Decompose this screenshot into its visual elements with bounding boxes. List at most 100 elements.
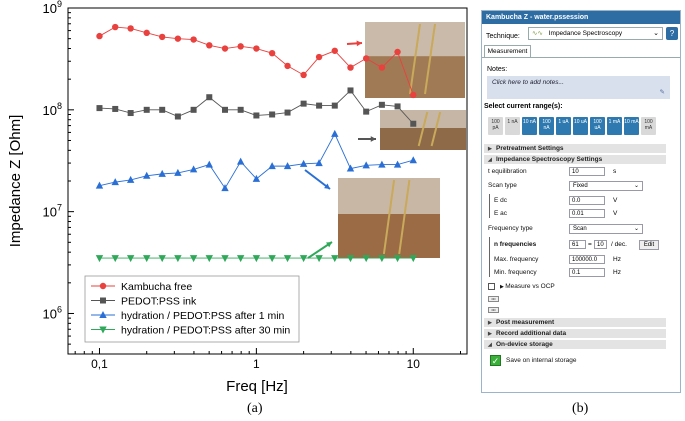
frequency-type-dropdown[interactable]: Scan ⌄ — [569, 224, 643, 234]
data-point — [284, 109, 291, 116]
save-internal-label: Save on internal storage — [506, 357, 577, 364]
more-options-button-2[interactable]: ••• — [488, 307, 499, 313]
current-range-button[interactable]: 10 uA — [573, 117, 588, 135]
section-label: On-device storage — [496, 341, 553, 348]
data-point — [378, 255, 386, 263]
n-frequencies-input[interactable]: 61 — [569, 240, 586, 249]
data-point — [331, 102, 338, 109]
chevron-down-icon: ⌄ — [653, 30, 659, 37]
data-point — [112, 23, 119, 31]
section-impedance[interactable]: ◢ Impedance Spectroscopy Settings — [484, 155, 666, 164]
current-range-button[interactable]: 100 pA — [488, 117, 503, 135]
legend-box — [84, 275, 300, 343]
data-point — [189, 165, 198, 173]
data-point — [222, 106, 229, 113]
legend-marker — [99, 311, 107, 318]
max-frequency-input[interactable]: 100000.0 — [569, 255, 605, 264]
section-label: Record additional data — [496, 330, 567, 337]
pointer-arrow — [304, 169, 331, 190]
data-point — [409, 255, 417, 263]
sample-photo — [338, 178, 440, 258]
data-point — [206, 94, 213, 101]
frequency-type-value: Scan — [573, 226, 587, 232]
data-point — [363, 108, 370, 115]
edc-input[interactable]: 0.0 — [569, 196, 605, 205]
scan-type-label: Scan type — [488, 182, 517, 189]
data-point — [315, 53, 323, 61]
current-range-button[interactable]: 1 mA — [607, 117, 622, 135]
series-0 — [96, 23, 417, 99]
data-point — [95, 255, 104, 263]
legend-label: hydration / PEDOT:PSS after 30 min — [121, 325, 290, 337]
caption-right: (b) — [572, 401, 589, 416]
eac-input[interactable]: 0.01 — [569, 209, 605, 218]
section-label: Impedance Spectroscopy Settings — [496, 156, 603, 163]
data-point — [174, 255, 182, 263]
frequency-type-label: Frequency type — [488, 225, 533, 232]
current-range-button[interactable]: 1 nA — [505, 117, 520, 135]
section-post-measurement[interactable]: ▶ Post measurement — [484, 318, 666, 327]
pencil-icon: ✎ — [659, 89, 665, 96]
current-range-button[interactable]: 1 uA — [556, 117, 571, 135]
data-point — [299, 159, 308, 167]
data-point — [331, 129, 339, 137]
expand-arrow-icon: ▶ — [500, 284, 506, 290]
data-point — [158, 169, 166, 177]
min-frequency-input[interactable]: 0.1 — [569, 268, 605, 277]
data-point — [315, 255, 323, 263]
pointer-arrow — [358, 136, 376, 142]
data-point — [362, 55, 370, 62]
max-frequency-label: Max. frequency — [494, 256, 539, 263]
current-range-button[interactable]: 10 mA — [624, 117, 639, 135]
help-button[interactable]: ? — [666, 27, 678, 40]
edit-button[interactable]: Edit — [639, 240, 659, 250]
per-decade-input[interactable]: 10 — [594, 240, 607, 249]
psession-window: Kambucha Z - water.pssession Technique: … — [481, 10, 681, 393]
data-point — [126, 255, 135, 263]
current-range-button[interactable]: 100 mA — [641, 117, 656, 135]
collapse-arrow-icon: ◢ — [488, 342, 492, 348]
e-bracket — [489, 194, 490, 218]
data-point — [221, 255, 229, 263]
current-range-button[interactable]: 100 nA — [539, 117, 554, 135]
data-point — [159, 106, 166, 113]
technique-value: Impedance Spectroscopy — [548, 30, 623, 37]
max-frequency-unit: Hz — [613, 256, 621, 263]
technique-dropdown[interactable]: ∿∿ Impedance Spectroscopy ⌄ — [528, 27, 663, 40]
legend-marker — [99, 282, 107, 290]
data-point — [237, 106, 244, 113]
current-range-button[interactable]: 10 nA — [522, 117, 537, 135]
chevron-down-icon: ⌄ — [633, 183, 639, 189]
data-point — [252, 174, 261, 182]
data-point — [331, 47, 338, 54]
data-point — [158, 33, 166, 41]
current-range-buttons: 100 pA 1 nA 10 nA 100 nA 1 uA 10 uA 100 uA 1 mA… — [488, 117, 656, 135]
data-point — [236, 157, 245, 165]
scan-type-dropdown[interactable]: Fixed ⌄ — [569, 181, 643, 191]
y-tick-label: 108 — [43, 101, 62, 118]
data-point — [126, 175, 135, 183]
more-options-button[interactable]: ••• — [488, 296, 499, 302]
section-record-data[interactable]: ▶ Record additional data — [484, 329, 666, 338]
data-point — [112, 105, 119, 112]
measure-vs-ocp-checkbox[interactable] — [488, 283, 495, 290]
data-point — [143, 29, 150, 37]
t-equilibration-input[interactable]: 10 — [569, 167, 605, 176]
legend-marker — [99, 326, 107, 334]
tab-measurement[interactable]: Measurement — [484, 45, 531, 57]
eac-unit: V — [613, 210, 618, 217]
measure-vs-ocp-text: Measure vs OCP — [505, 283, 555, 290]
section-on-device-storage[interactable]: ◢ On-device storage — [484, 340, 666, 349]
x-tick-label: 0,1 — [91, 357, 108, 371]
current-range-button[interactable]: 100 uA — [590, 117, 605, 135]
legend-label: Kambucha free — [121, 281, 192, 293]
freq-bracket — [489, 237, 490, 277]
chart-legend: Kambucha free PEDOT:PSS ink hydration / PE… — [84, 275, 300, 343]
section-pretreatment[interactable]: ▶ Pretreatment Settings — [484, 144, 666, 153]
series-1 — [96, 87, 417, 127]
legend-marker — [100, 297, 106, 304]
notes-field[interactable]: Click here to add notes... ✎ — [487, 76, 670, 99]
data-point — [347, 64, 354, 71]
x-axis-label: Freq [Hz] — [226, 378, 288, 395]
save-internal-checkbox[interactable]: ✓ — [490, 355, 501, 366]
